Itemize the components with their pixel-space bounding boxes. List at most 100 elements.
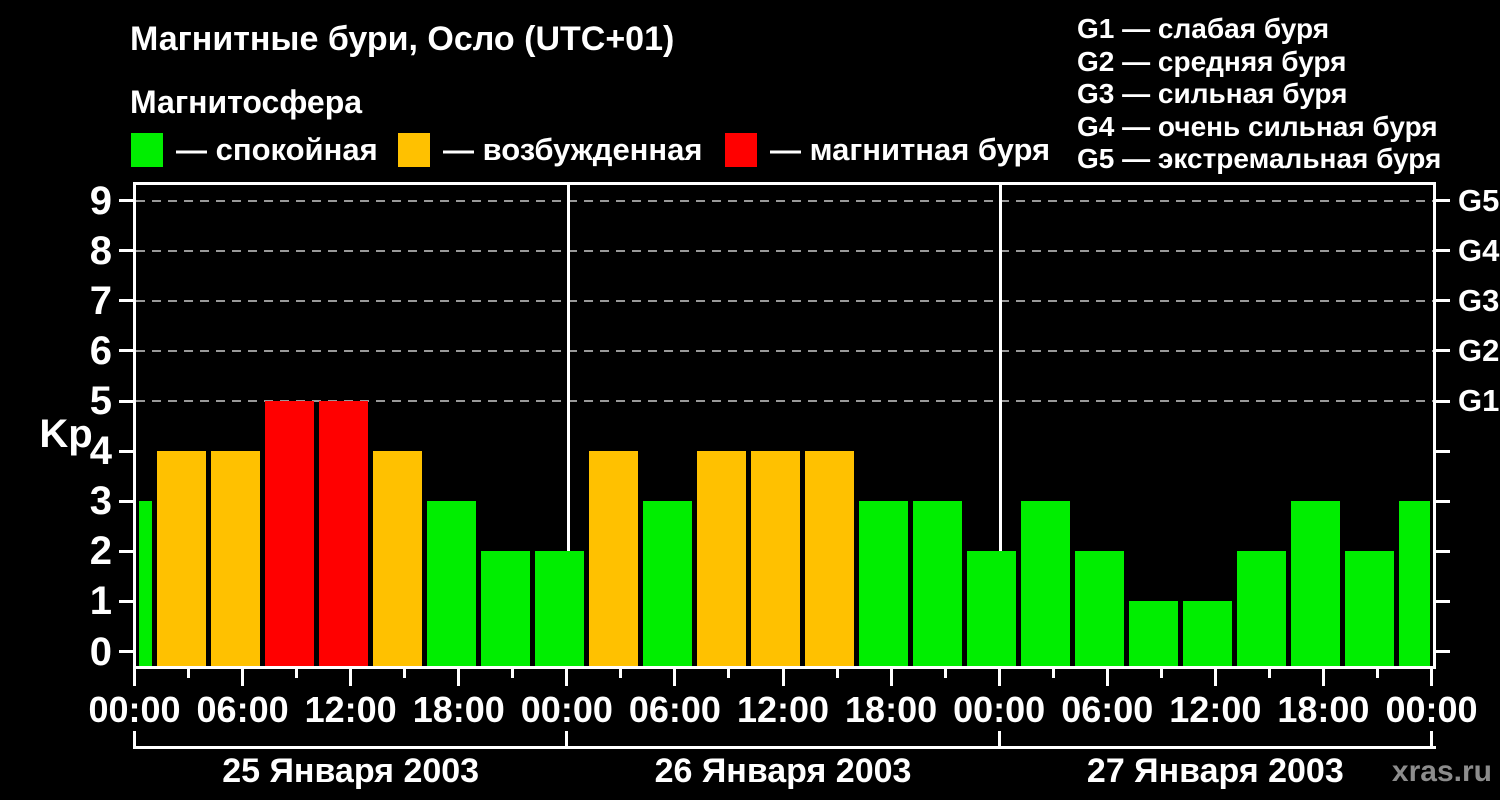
kp-bar <box>138 501 152 666</box>
kp-bar <box>1237 551 1287 666</box>
x-minor-tick <box>943 669 947 678</box>
kp-bar <box>480 551 530 666</box>
date-label-day2: 26 Января 2003 <box>654 752 912 790</box>
g2-legend-line: G2 — средняя буря <box>1077 45 1347 77</box>
magnetosphere-subtitle: Магнитосфера <box>130 84 363 120</box>
y-tick <box>119 399 133 403</box>
storm-swatch-icon <box>725 132 757 167</box>
gridline-kp7 <box>136 299 1433 302</box>
y-tick <box>119 599 133 603</box>
kp-bar <box>805 451 855 666</box>
x-minor-tick <box>295 669 299 678</box>
x-major-tick <box>673 669 677 686</box>
x-axis-label: 00:00 <box>520 689 613 730</box>
right-tick <box>1436 349 1450 353</box>
right-tick <box>1436 599 1450 603</box>
kp-bar <box>588 451 638 666</box>
x-axis-label: 00:00 <box>88 689 181 730</box>
x-axis-label: 18:00 <box>412 689 505 730</box>
legend-label-quiet: — спокойная <box>176 131 378 167</box>
x-minor-tick <box>1159 669 1163 678</box>
right-tick <box>1436 549 1450 553</box>
x-axis-label: 12:00 <box>304 689 397 730</box>
kp-bar <box>1345 551 1395 666</box>
g-axis-label: G3 <box>1458 282 1500 318</box>
y-tick <box>119 299 133 303</box>
y-tick <box>119 499 133 503</box>
g-axis-label: G1 <box>1458 383 1500 418</box>
gridline-kp5 <box>136 400 1433 402</box>
y-axis-label: 0 <box>89 629 112 674</box>
kp-bar <box>156 451 206 666</box>
day-separator-line <box>999 185 1003 666</box>
kp-bar <box>1021 501 1071 666</box>
x-axis-label: 00:00 <box>953 689 1046 730</box>
legend-item-active: — возбужденная <box>398 132 702 167</box>
date-label-day3: 27 Января 2003 <box>1086 752 1344 790</box>
y-tick <box>119 549 133 553</box>
x-axis-label: 12:00 <box>1169 689 1262 730</box>
right-tick <box>1436 499 1450 503</box>
g-axis-label: G4 <box>1458 232 1500 268</box>
x-axis-label: 00:00 <box>1385 689 1478 730</box>
legend-label-storm: — магнитная буря <box>770 131 1051 167</box>
right-tick <box>1436 199 1450 203</box>
y-tick <box>119 650 133 653</box>
x-axis-label: 18:00 <box>845 689 938 730</box>
x-axis-label: 06:00 <box>628 689 721 730</box>
x-major-tick <box>1321 669 1325 686</box>
kp-bar <box>859 501 909 666</box>
date-bracket-tick <box>133 731 136 746</box>
x-major-tick <box>565 669 569 686</box>
x-major-tick <box>457 669 461 686</box>
right-tick <box>1436 449 1450 453</box>
kp-bar <box>318 401 368 666</box>
date-label-day1: 25 Января 2003 <box>222 752 480 790</box>
kp-bar <box>1399 501 1431 666</box>
g5-legend-line: G5 — экстремальная буря <box>1077 143 1442 174</box>
g4-legend-line: G4 — очень сильная буря <box>1077 110 1438 142</box>
y-axis-title: Kp <box>39 412 93 456</box>
y-axis-label: 4 <box>89 429 112 474</box>
date-bracket-tick <box>565 731 569 746</box>
kp-bar <box>426 501 476 666</box>
x-axis-label: 12:00 <box>736 689 830 730</box>
date-bracket-tick <box>997 731 1001 746</box>
x-major-tick <box>1213 669 1217 686</box>
x-minor-tick <box>1375 669 1379 678</box>
x-major-tick <box>1105 669 1109 686</box>
legend-item-storm: — магнитная буря <box>725 132 1050 167</box>
y-axis-label: 6 <box>89 328 112 373</box>
x-minor-tick <box>727 669 731 678</box>
y-tick <box>119 249 133 253</box>
y-tick <box>119 349 133 353</box>
g-scale-legend: G1 — слабая буря G2 — средняя буря G3 — … <box>1077 13 1441 176</box>
quiet-swatch-icon <box>131 132 163 167</box>
y-axis-label: 9 <box>89 178 112 223</box>
x-minor-tick <box>1267 669 1271 678</box>
date-bracket-line <box>133 746 1436 749</box>
x-axis-label: 18:00 <box>1277 689 1370 730</box>
gridline-kp9 <box>136 199 1433 202</box>
y-axis-label: 7 <box>89 278 112 323</box>
y-axis-label: 3 <box>89 479 112 524</box>
kp-bar <box>642 501 692 666</box>
x-major-tick <box>781 669 785 686</box>
gridline-kp8 <box>136 249 1433 252</box>
legend-label-active: — возбужденная <box>443 131 703 167</box>
g-axis-label: G2 <box>1458 332 1500 368</box>
kp-bar <box>534 551 584 666</box>
page-title: Магнитные бури, Осло (UTC+01) <box>130 20 675 58</box>
right-tick <box>1436 399 1450 403</box>
plot-area <box>133 182 1436 669</box>
y-axis-label: 1 <box>89 579 112 624</box>
day-separator-line <box>566 185 570 666</box>
kp-bar <box>1291 501 1341 666</box>
x-minor-tick <box>835 669 839 678</box>
x-minor-tick <box>511 669 515 678</box>
x-axis-label: 06:00 <box>196 689 289 730</box>
kp-bar <box>1075 551 1125 666</box>
y-axis-label: 8 <box>89 228 112 273</box>
legend-item-quiet: — спокойная <box>131 132 378 167</box>
